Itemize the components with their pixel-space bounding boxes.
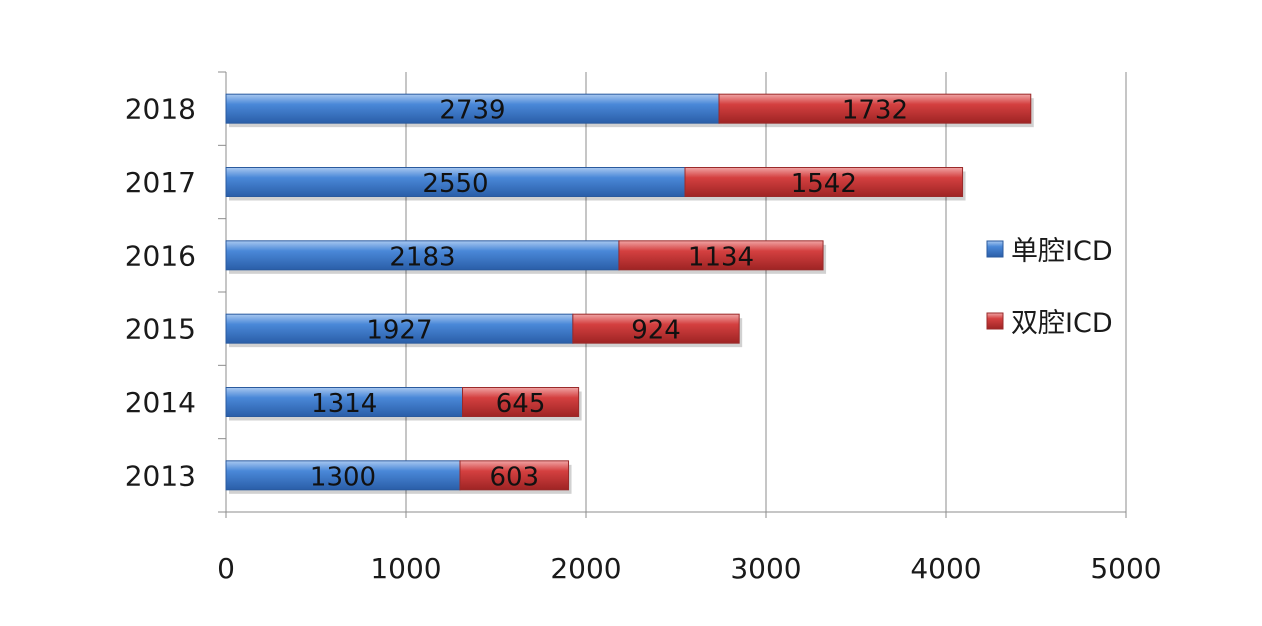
x-tick-label: 0 — [217, 552, 235, 585]
legend-label: 单腔ICD — [1011, 236, 1113, 267]
bar-single-2014 — [225, 387, 464, 417]
legend-swatch — [986, 312, 1004, 330]
x-tick-label: 3000 — [730, 552, 801, 585]
bar-dual-2017 — [684, 167, 964, 197]
data-labels: 1300 603 1314 645 1927 924 2183 1134 2550 1542 273… — [310, 96, 908, 493]
data-label: 1927 — [366, 316, 432, 346]
data-label: 1134 — [688, 242, 754, 272]
bar-single-2013 — [225, 460, 461, 491]
x-tick-label: 4000 — [910, 552, 981, 585]
data-label: 2739 — [439, 96, 505, 126]
bar-dual-2014 — [462, 387, 580, 417]
bar-dual-2018 — [718, 93, 1032, 124]
data-label: 1314 — [311, 389, 377, 419]
bar-dual-2013 — [459, 460, 570, 491]
y-tick-label: 2018 — [125, 93, 196, 126]
y-tick-label: 2017 — [125, 166, 196, 199]
bar-single-2016 — [225, 240, 620, 271]
axes: 0 1000 2000 3000 4000 5000 2013 2014 2015 2016 201… — [125, 71, 1162, 585]
grid-lines — [405, 72, 1127, 512]
legend-swatch — [986, 240, 1004, 258]
legend: 单腔ICD 双腔ICD — [986, 236, 1113, 339]
y-tick-label: 2015 — [125, 313, 196, 346]
bar-single-2017 — [225, 167, 686, 197]
y-tick-label: 2014 — [125, 386, 196, 419]
data-label: 2550 — [422, 169, 488, 199]
bar-dual-2015 — [572, 313, 740, 344]
y-tick-label: 2016 — [125, 239, 196, 272]
x-tick-label: 1000 — [370, 552, 441, 585]
legend-item-1: 双腔ICD — [986, 308, 1113, 339]
bars — [225, 93, 1034, 494]
data-label: 1542 — [791, 169, 857, 199]
legend-item-0: 单腔ICD — [986, 236, 1113, 267]
x-tick-label: 2000 — [550, 552, 621, 585]
bar-single-2018 — [225, 93, 720, 124]
data-label: 1300 — [310, 462, 376, 492]
y-tick-label: 2013 — [125, 459, 196, 492]
data-label: 2183 — [389, 242, 455, 272]
data-label: 645 — [496, 389, 546, 419]
data-label: 924 — [631, 316, 681, 346]
bar-single-2015 — [225, 313, 574, 344]
legend-label: 双腔ICD — [1011, 308, 1113, 339]
x-tick-label: 5000 — [1090, 552, 1161, 585]
data-label: 1732 — [842, 96, 908, 126]
bar-dual-2016 — [618, 240, 824, 271]
data-label: 603 — [489, 462, 539, 492]
